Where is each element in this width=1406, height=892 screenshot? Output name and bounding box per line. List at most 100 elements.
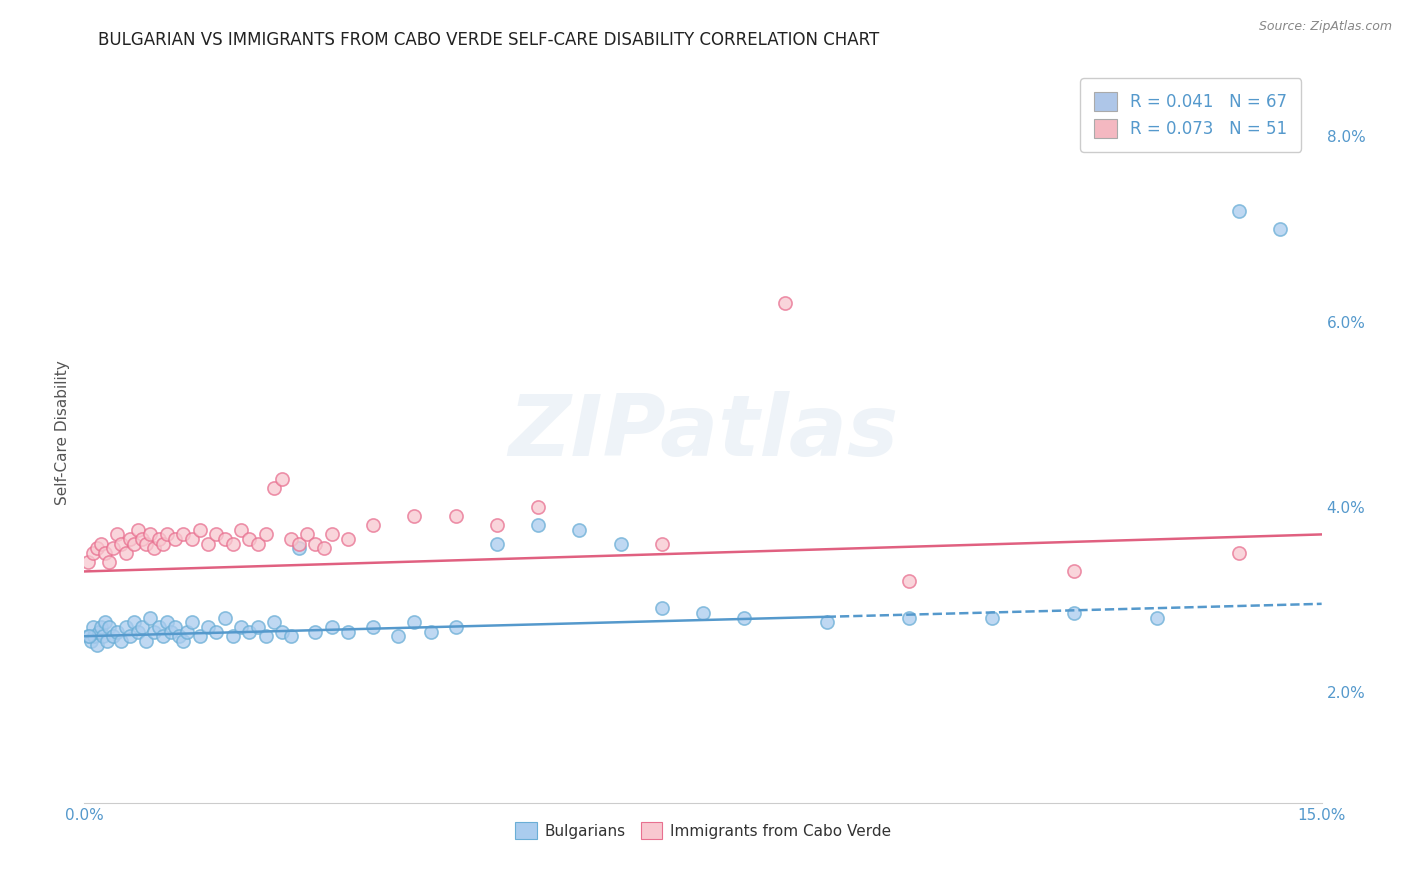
- Point: [148, 620, 170, 634]
- Point: [485, 518, 508, 533]
- Point: [98, 555, 121, 569]
- Point: [280, 629, 302, 643]
- Point: [172, 527, 194, 541]
- Point: [105, 527, 128, 541]
- Point: [238, 532, 260, 546]
- Point: [80, 633, 103, 648]
- Point: [419, 624, 441, 639]
- Point: [568, 523, 591, 537]
- Point: [122, 536, 145, 550]
- Point: [114, 546, 136, 560]
- Point: [152, 629, 174, 643]
- Point: [131, 620, 153, 634]
- Point: [165, 620, 187, 634]
- Point: [651, 536, 673, 550]
- Point: [127, 624, 149, 639]
- Point: [1227, 203, 1250, 218]
- Point: [280, 532, 302, 546]
- Point: [271, 472, 294, 486]
- Point: [89, 624, 111, 639]
- Point: [361, 518, 384, 533]
- Point: [733, 611, 755, 625]
- Point: [898, 611, 921, 625]
- Point: [361, 620, 384, 634]
- Point: [103, 629, 125, 643]
- Point: [263, 615, 285, 630]
- Point: [980, 611, 1002, 625]
- Point: [96, 633, 118, 648]
- Point: [148, 532, 170, 546]
- Point: [167, 629, 190, 643]
- Point: [485, 536, 508, 550]
- Point: [214, 611, 236, 625]
- Point: [197, 536, 219, 550]
- Point: [79, 629, 101, 643]
- Point: [143, 541, 166, 556]
- Point: [82, 546, 104, 560]
- Point: [114, 620, 136, 634]
- Point: [222, 629, 245, 643]
- Point: [254, 629, 277, 643]
- Point: [1063, 565, 1085, 579]
- Point: [180, 532, 202, 546]
- Point: [156, 615, 179, 630]
- Text: BULGARIAN VS IMMIGRANTS FROM CABO VERDE SELF-CARE DISABILITY CORRELATION CHART: BULGARIAN VS IMMIGRANTS FROM CABO VERDE …: [98, 31, 880, 49]
- Point: [83, 629, 105, 643]
- Point: [1146, 611, 1168, 625]
- Y-axis label: Self-Care Disability: Self-Care Disability: [55, 360, 70, 505]
- Point: [404, 508, 426, 523]
- Point: [651, 601, 673, 615]
- Point: [82, 620, 104, 634]
- Point: [127, 523, 149, 537]
- Point: [77, 555, 100, 569]
- Point: [229, 620, 252, 634]
- Point: [246, 620, 269, 634]
- Point: [122, 615, 145, 630]
- Point: [404, 615, 426, 630]
- Point: [246, 536, 269, 550]
- Point: [86, 639, 108, 653]
- Point: [103, 541, 125, 556]
- Point: [180, 615, 202, 630]
- Point: [609, 536, 631, 550]
- Point: [156, 527, 179, 541]
- Point: [337, 532, 360, 546]
- Point: [271, 624, 294, 639]
- Point: [131, 532, 153, 546]
- Point: [1270, 222, 1292, 236]
- Point: [94, 615, 117, 630]
- Point: [214, 532, 236, 546]
- Point: [110, 536, 132, 550]
- Legend: Bulgarians, Immigrants from Cabo Verde: Bulgarians, Immigrants from Cabo Verde: [508, 814, 898, 847]
- Point: [321, 527, 343, 541]
- Point: [444, 508, 467, 523]
- Point: [105, 624, 128, 639]
- Point: [90, 620, 112, 634]
- Point: [898, 574, 921, 588]
- Point: [90, 536, 112, 550]
- Text: Source: ZipAtlas.com: Source: ZipAtlas.com: [1258, 20, 1392, 33]
- Point: [91, 629, 114, 643]
- Point: [110, 633, 132, 648]
- Point: [337, 624, 360, 639]
- Point: [86, 541, 108, 556]
- Point: [254, 527, 277, 541]
- Point: [527, 518, 550, 533]
- Point: [815, 615, 838, 630]
- Point: [205, 624, 228, 639]
- Point: [1227, 546, 1250, 560]
- Point: [222, 536, 245, 550]
- Point: [1063, 606, 1085, 620]
- Point: [288, 536, 311, 550]
- Point: [775, 296, 797, 310]
- Point: [527, 500, 550, 514]
- Point: [152, 536, 174, 550]
- Point: [118, 532, 141, 546]
- Point: [295, 527, 318, 541]
- Point: [692, 606, 714, 620]
- Point: [77, 629, 100, 643]
- Point: [304, 536, 326, 550]
- Point: [176, 624, 198, 639]
- Point: [288, 541, 311, 556]
- Point: [444, 620, 467, 634]
